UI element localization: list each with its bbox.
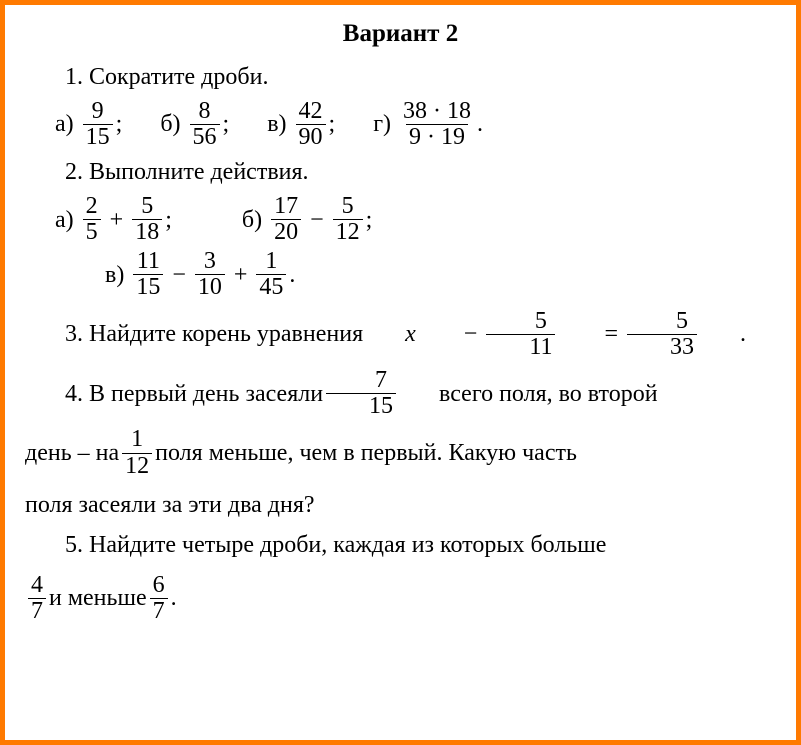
q1-c-tail: ; — [329, 106, 336, 142]
q1-items: а) 915 ; б) 856 ; в) 4290 ; г) 38 · 189 … — [25, 99, 776, 150]
q1-b-frac: 856 — [190, 99, 220, 150]
q1-d-label: г) — [373, 106, 391, 142]
q1-c-label: в) — [267, 106, 286, 142]
q2-a-f2: 518 — [132, 194, 162, 245]
q3-pre: 3. Найдите корень уравнения — [25, 316, 363, 352]
q2-a-f1: 25 — [83, 194, 101, 245]
q2-b: б) 1720 − 512 ; — [242, 194, 372, 245]
q5-f1: 47 — [28, 573, 46, 624]
q2-a-label: а) — [55, 202, 74, 238]
q1-a-label: а) — [55, 106, 74, 142]
worksheet-page: Вариант 2 1. Сократите дроби. а) 915 ; б… — [0, 0, 801, 745]
q2-b-f2: 512 — [333, 194, 363, 245]
q2-c-f2: 310 — [195, 249, 225, 300]
q2-b-f1: 1720 — [271, 194, 301, 245]
q2-c-label: в) — [105, 257, 124, 293]
q2-c-tail: . — [289, 257, 295, 293]
q4-f2: 112 — [122, 427, 152, 478]
q5-line1: 5. Найдите четыре дроби, каждая из котор… — [25, 527, 776, 563]
q5-f2: 67 — [150, 573, 168, 624]
q1-b-tail: ; — [223, 106, 230, 142]
q4-line3: поля засеяли за эти два дня? — [25, 487, 776, 523]
q5-tail: . — [171, 580, 177, 616]
q2-c-f3: 145 — [256, 249, 286, 300]
q5-line2: 47 и меньше 67 . — [25, 573, 177, 624]
q1-c: в) 4290 ; — [267, 99, 335, 150]
q1-d-tail: . — [477, 106, 483, 142]
q1-a-frac: 915 — [83, 99, 113, 150]
q2-c-op2: + — [234, 257, 248, 293]
q1-a: а) 915 ; — [55, 99, 122, 150]
q4-part1: 4. В первый день засеяли — [25, 376, 323, 412]
q4-part4: поля меньше, чем в первый. Какую часть — [155, 435, 577, 471]
q3-f2: 533 — [627, 309, 697, 360]
q1-a-tail: ; — [116, 106, 123, 142]
q1-d-frac: 38 · 189 · 19 — [400, 99, 474, 150]
q2-row1: а) 25 + 518 ; б) 1720 − 512 ; — [25, 194, 776, 245]
q4-part2: всего поля, во второй — [399, 376, 658, 412]
q4-part3: день – на — [25, 435, 119, 471]
q2-c: в) 1115 − 310 + 145 . — [105, 249, 295, 300]
q4-f1: 715 — [326, 368, 396, 419]
q3-var: x — [365, 316, 416, 352]
q2-c-op1: − — [172, 257, 186, 293]
q1-d: г) 38 · 189 · 19 . — [373, 99, 483, 150]
q4-line2: день – на 112 поля меньше, чем в первый.… — [25, 427, 577, 478]
q3-eq: = — [564, 316, 618, 352]
q2-a-tail: ; — [165, 202, 172, 238]
q2-c-f1: 1115 — [133, 249, 163, 300]
q2-a-op: + — [110, 202, 124, 238]
q4-line1: 4. В первый день засеяли 715 всего поля,… — [25, 368, 658, 419]
q1-prompt: 1. Сократите дроби. — [25, 59, 776, 95]
q2-b-op: − — [310, 202, 324, 238]
q1-b-label: б) — [160, 106, 180, 142]
q5-mid: и меньше — [49, 580, 147, 616]
q2-b-tail: ; — [366, 202, 373, 238]
q3: 3. Найдите корень уравнения x − 511 = 53… — [25, 309, 746, 360]
q3-tail: . — [700, 316, 746, 352]
page-title: Вариант 2 — [25, 15, 776, 53]
q2-a: а) 25 + 518 ; — [55, 194, 172, 245]
q3-op1: − — [424, 316, 478, 352]
q1-b: б) 856 ; — [160, 99, 229, 150]
q2-prompt: 2. Выполните действия. — [25, 154, 776, 190]
q2-row2: в) 1115 − 310 + 145 . — [25, 249, 776, 300]
q3-f1: 511 — [486, 309, 555, 360]
q1-c-frac: 4290 — [296, 99, 326, 150]
q2-b-label: б) — [242, 202, 262, 238]
